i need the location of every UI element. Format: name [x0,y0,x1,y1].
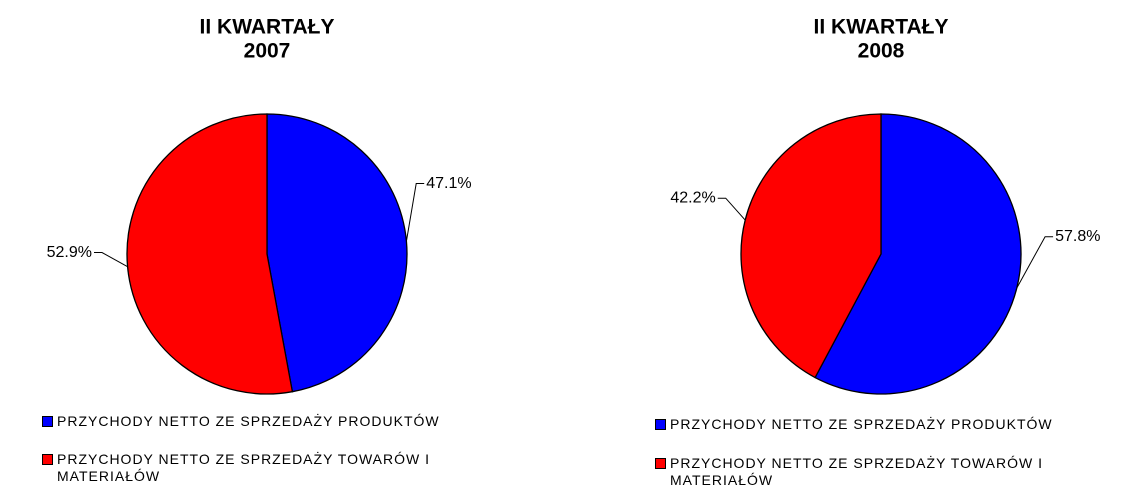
data-label: 42.2% [670,189,715,206]
legend-entry: PRZYCHODY NETTO ZE SPRZEDAŻY PRODUKTÓW [655,416,1138,433]
leader-line [405,183,425,242]
chart-title: 2007 [244,40,291,63]
chart-title: II KWARTAŁY [814,16,949,39]
legend-entry: PRZYCHODY NETTO ZE SPRZEDAŻY PRODUKTÓW [42,413,537,430]
legend-label: PRZYCHODY NETTO ZE SPRZEDAŻY PRODUKTÓW [670,416,1053,432]
data-label: 57.8% [1055,228,1100,245]
pie-slice [266,113,408,393]
legend-swatch [655,458,666,469]
data-label: 47.1% [426,175,471,192]
pie-slice [126,113,294,395]
legend-entry: PRZYCHODY NETTO ZE SPRZEDAŻY TOWARÓW I M… [42,451,537,485]
chart-title: 2008 [858,40,905,63]
leader-line [94,252,128,268]
chart-title: II KWARTAŁY [200,16,335,39]
legend-label: PRZYCHODY NETTO ZE SPRZEDAŻY TOWARÓW I M… [670,455,1044,488]
legend-swatch [42,454,53,465]
legend-label: PRZYCHODY NETTO ZE SPRZEDAŻY PRODUKTÓW [57,413,440,429]
leader-line [717,197,746,221]
leader-line [1016,236,1054,289]
legend-swatch [42,416,53,427]
legend-entry: PRZYCHODY NETTO ZE SPRZEDAŻY TOWARÓW I M… [655,455,1138,489]
pie-slice [814,113,1022,395]
legend-swatch [655,419,666,430]
data-label: 52.9% [47,244,92,261]
legend-label: PRZYCHODY NETTO ZE SPRZEDAŻY TOWARÓW I M… [57,451,431,484]
